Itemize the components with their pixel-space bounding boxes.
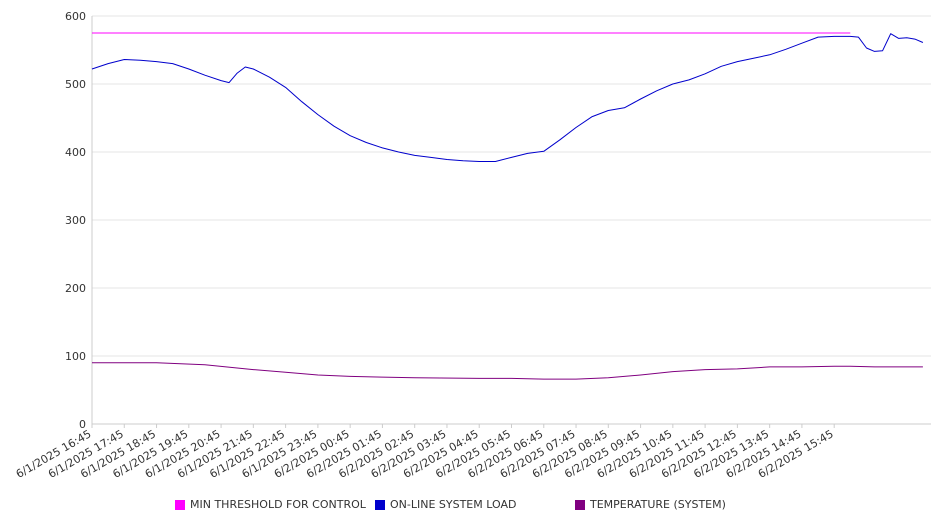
y-tick-label: 600 <box>65 10 86 23</box>
temperature-line <box>92 362 923 380</box>
legend-label-system-load: ON-LINE SYSTEM LOAD <box>390 498 517 511</box>
y-tick-label: 0 <box>79 418 86 431</box>
legend-swatch-temperature <box>575 499 585 510</box>
y-tick-label: 400 <box>65 146 86 159</box>
legend-swatch-system-load <box>375 499 385 510</box>
legend-swatch-min-threshold <box>175 499 185 510</box>
legend-item-system-load[interactable]: ON-LINE SYSTEM LOAD <box>375 498 516 511</box>
y-tick-label: 200 <box>65 282 86 295</box>
legend: MIN THRESHOLD FOR CONTROL ON-LINE SYSTEM… <box>0 498 946 514</box>
y-axis-tick-labels: 0 100 200 300 400 500 600 <box>65 10 86 431</box>
axes <box>91 16 931 428</box>
y-tick-label: 300 <box>65 214 86 227</box>
system-load-line <box>91 33 924 162</box>
grid-lines <box>92 15 931 357</box>
legend-label-min-threshold: MIN THRESHOLD FOR CONTROL <box>190 498 366 511</box>
legend-item-min-threshold[interactable]: MIN THRESHOLD FOR CONTROL <box>175 498 366 511</box>
series-lines <box>91 32 924 380</box>
legend-item-temperature[interactable]: TEMPERATURE (SYSTEM) <box>575 498 726 511</box>
y-tick-label: 500 <box>65 78 86 91</box>
x-axis-tick-labels: 6/1/2025 16:456/1/2025 17:456/1/2025 18:… <box>14 427 836 481</box>
y-tick-label: 100 <box>65 350 86 363</box>
legend-label-temperature: TEMPERATURE (SYSTEM) <box>590 498 726 511</box>
